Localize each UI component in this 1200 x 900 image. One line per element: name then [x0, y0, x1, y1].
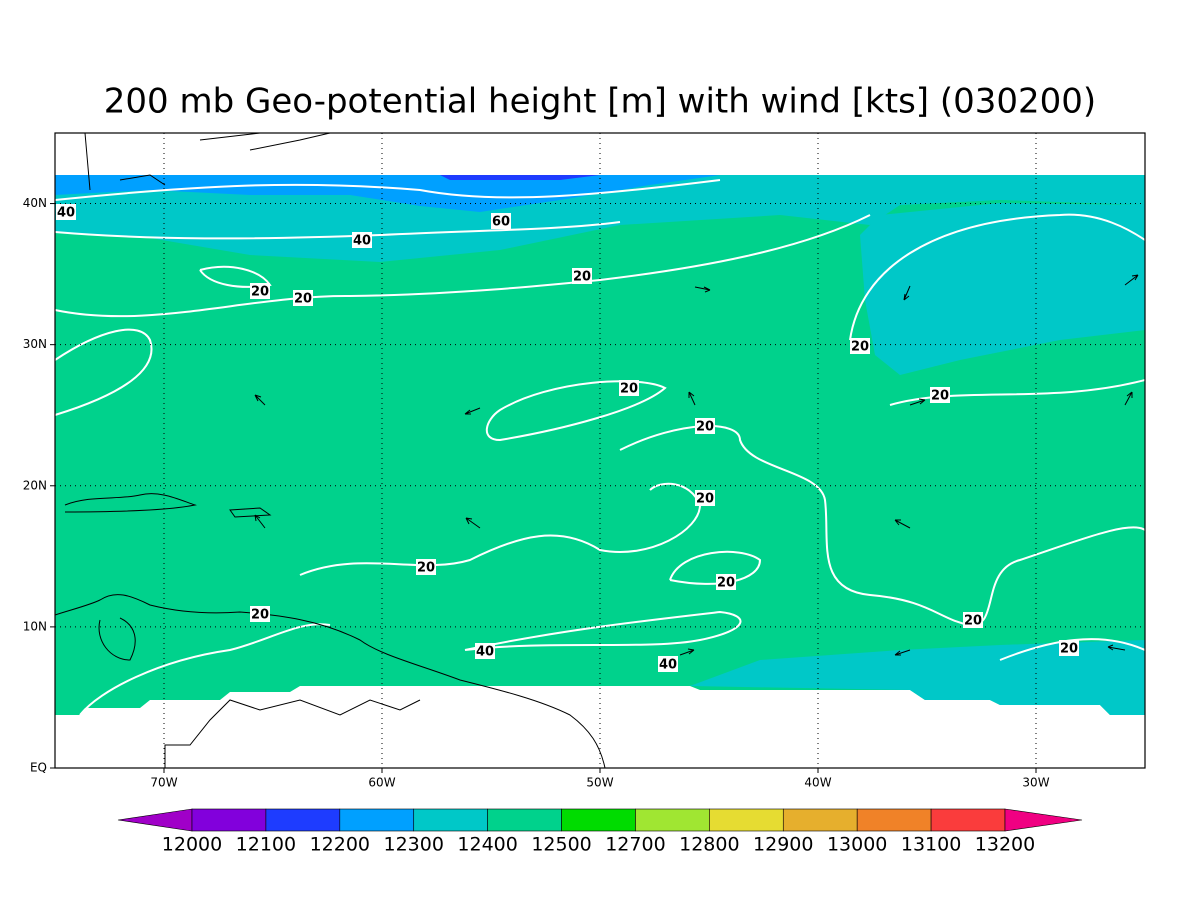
y-tick-label: 40N [23, 196, 47, 210]
colorbar-label: 12000 [162, 834, 222, 856]
colorbar-segment [930, 808, 1006, 832]
colorbar-label: 13100 [901, 834, 961, 856]
colorbar-label: 12700 [605, 834, 665, 856]
y-tick-label: 20N [23, 478, 47, 492]
contour-label: 20 [417, 561, 435, 576]
colorbar-label: 12200 [310, 834, 370, 856]
contour-label-box [416, 559, 436, 575]
contour-label: 40 [476, 645, 494, 660]
contour-label: 20 [251, 285, 269, 300]
y-tick-label: 10N [23, 619, 47, 633]
colorbar-label: 12300 [384, 834, 444, 856]
colorbar-label: 13200 [975, 834, 1035, 856]
x-tick-label: 60W [368, 776, 395, 790]
contour-label-box [930, 387, 950, 403]
title: 200 mb Geo-potential height [m] with win… [104, 82, 1096, 122]
wind-arrows [254, 274, 1139, 656]
contour-label-box [619, 380, 639, 396]
contour-label-box [293, 290, 313, 306]
colorbar-segment [856, 808, 932, 832]
x-tick-label: 30W [1022, 776, 1049, 790]
contour-label-box [491, 213, 511, 229]
contour-label: 20 [931, 389, 949, 404]
contour-label: 20 [251, 608, 269, 623]
colorbar-triangle [117, 808, 193, 832]
y-tick-label: 30N [23, 337, 47, 351]
contour-label: 20 [294, 292, 312, 307]
contour-label-box [695, 490, 715, 506]
colorbar-label: 12400 [457, 834, 517, 856]
colorbar-segment [413, 808, 488, 832]
contour-label-box [475, 643, 495, 659]
contour-label: 20 [620, 382, 638, 397]
colorbar-label: 12500 [531, 834, 591, 856]
contour-label-box [1059, 640, 1079, 656]
contour-label-box [658, 656, 678, 672]
contour-label-box [716, 574, 736, 590]
contour-label-box [695, 418, 715, 434]
contour-label-box [850, 338, 870, 354]
contour-label: 20 [573, 270, 591, 285]
x-tick-label: 70W [150, 776, 177, 790]
colorbar-label: 12900 [753, 834, 813, 856]
colorbar-segment [339, 808, 415, 832]
contour-label: 60 [492, 215, 510, 230]
contour-label-box [250, 283, 270, 299]
colorbar-segment [782, 808, 858, 832]
colorbar-label: 13000 [827, 834, 887, 856]
y-tick-label: EQ [30, 761, 47, 775]
colorbar-triangle [1004, 808, 1083, 832]
contour-label: 20 [964, 614, 982, 629]
colorbar-segment [635, 808, 710, 832]
colorbar-label: 12100 [236, 834, 296, 856]
x-tick-label: 40W [804, 776, 831, 790]
x-tick-label: 50W [586, 776, 613, 790]
contour-label-box [963, 612, 983, 628]
contour-label: 40 [353, 234, 371, 249]
contour-label-box [572, 268, 592, 284]
colorbar-label: 12800 [679, 834, 739, 856]
colorbar-segment [561, 808, 636, 832]
map-annotations: 70W 60W 50W 40W 30W EQ 10N 20N 30N 40N 40 60 40 20 20 2… [23, 133, 1145, 856]
colorbar-segment [487, 808, 562, 832]
colorbar-segment [265, 808, 341, 832]
height-field [55, 175, 1145, 715]
contour-label-box [250, 606, 270, 622]
contour-label-box [56, 204, 76, 220]
colorbar-segment [191, 808, 267, 832]
contour-label: 40 [659, 658, 677, 673]
contour-label: 20 [1060, 642, 1078, 657]
contour-label: 20 [717, 576, 735, 591]
contour-label-box [352, 232, 372, 248]
contour-label: 20 [851, 340, 869, 355]
contour-label: 40 [57, 206, 75, 221]
colorbar-segment [709, 808, 784, 832]
contour-label: 20 [696, 420, 714, 435]
contour-label: 20 [696, 492, 714, 507]
